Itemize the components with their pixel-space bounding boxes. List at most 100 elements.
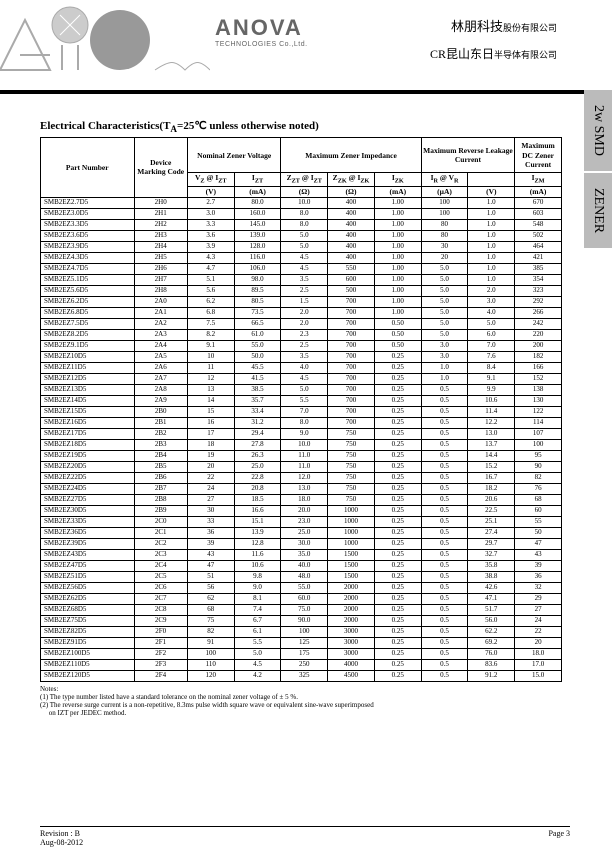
- cell-value: 1.00: [374, 197, 421, 208]
- cell-value: 15.2: [468, 461, 515, 472]
- cell-value: 11: [187, 362, 234, 373]
- cell-value: 266: [515, 307, 562, 318]
- cell-value: 4.5: [281, 263, 328, 274]
- cell-value: 25.0: [234, 461, 281, 472]
- cell-value: 75.0: [281, 604, 328, 615]
- table-row: SMB2EZ75D52C9756.790.020000.250.556.024: [41, 615, 562, 626]
- cell-value: 4000: [328, 659, 375, 670]
- table-row: SMB2EZ39D52C23912.830.010000.250.529.747: [41, 538, 562, 549]
- cell-value: 51: [187, 571, 234, 582]
- cell-value: 40.0: [281, 560, 328, 571]
- cell-value: 0.25: [374, 384, 421, 395]
- cell-value: 0.5: [421, 648, 468, 659]
- cell-value: 0.25: [374, 538, 421, 549]
- cell-value: 0.5: [421, 615, 468, 626]
- cell-value: 2B2: [134, 428, 187, 439]
- cell-value: 5.0: [421, 307, 468, 318]
- cell-value: 0.5: [421, 494, 468, 505]
- cell-value: 750: [328, 472, 375, 483]
- cell-value: 26.3: [234, 450, 281, 461]
- cell-part-number: SMB2EZ2.7D5: [41, 197, 135, 208]
- cell-value: 11.4: [468, 406, 515, 417]
- cell-value: 1.0: [468, 208, 515, 219]
- cell-value: 0.5: [421, 560, 468, 571]
- cell-value: 175: [281, 648, 328, 659]
- cn2-pre: CR: [430, 47, 446, 61]
- table-row: SMB2EZ20D52B52025.011.07500.250.515.290: [41, 461, 562, 472]
- cell-value: 400: [328, 197, 375, 208]
- col-izt: IZT: [234, 173, 281, 186]
- cell-value: 250: [281, 659, 328, 670]
- unit-ma2: (mA): [374, 186, 421, 197]
- note-1: (1) The type number listed have a standa…: [40, 693, 562, 701]
- cell-value: 4.0: [281, 362, 328, 373]
- table-row: SMB2EZ5.6D52H85.689.52.55001.005.02.0323: [41, 285, 562, 296]
- logo: ANOVA TECHNOLOGIES Co.,Ltd.: [215, 15, 308, 48]
- cell-value: 16.7: [468, 472, 515, 483]
- cell-value: 4.2: [234, 670, 281, 681]
- cell-part-number: SMB2EZ19D5: [41, 450, 135, 461]
- cell-value: 56: [187, 582, 234, 593]
- cell-value: 60.0: [281, 593, 328, 604]
- cell-value: 2C6: [134, 582, 187, 593]
- cell-value: 1000: [328, 527, 375, 538]
- cell-value: 0.25: [374, 505, 421, 516]
- cell-value: 56.0: [468, 615, 515, 626]
- cell-part-number: SMB2EZ33D5: [41, 516, 135, 527]
- cell-value: 600: [328, 274, 375, 285]
- cell-value: 32: [515, 582, 562, 593]
- cell-part-number: SMB2EZ75D5: [41, 615, 135, 626]
- cell-value: 0.5: [421, 604, 468, 615]
- col-part-number: Part Number: [41, 138, 135, 197]
- cell-value: 750: [328, 461, 375, 472]
- cell-part-number: SMB2EZ110D5: [41, 659, 135, 670]
- cell-value: 18.0: [281, 494, 328, 505]
- cell-value: 0.25: [374, 593, 421, 604]
- cell-value: 5.1: [187, 274, 234, 285]
- cell-value: 700: [328, 307, 375, 318]
- table-row: SMB2EZ110D52F31104.525040000.250.583.617…: [41, 659, 562, 670]
- cell-value: 700: [328, 318, 375, 329]
- unit-ua: (µA): [421, 186, 468, 197]
- cell-value: 1.0: [468, 252, 515, 263]
- cell-value: 0.25: [374, 395, 421, 406]
- cell-value: 1000: [328, 538, 375, 549]
- cell-value: 60: [515, 505, 562, 516]
- cell-value: 24: [515, 615, 562, 626]
- cell-value: 29: [515, 593, 562, 604]
- cell-value: 139.0: [234, 230, 281, 241]
- cell-value: 0.5: [421, 626, 468, 637]
- cell-value: 0.5: [421, 505, 468, 516]
- cell-value: 27: [187, 494, 234, 505]
- cell-part-number: SMB2EZ17D5: [41, 428, 135, 439]
- cell-value: 0.5: [421, 538, 468, 549]
- cell-part-number: SMB2EZ16D5: [41, 417, 135, 428]
- cell-value: 700: [328, 406, 375, 417]
- cell-value: 0.25: [374, 428, 421, 439]
- cell-value: 1.0: [468, 274, 515, 285]
- cell-value: 0.25: [374, 560, 421, 571]
- note-2a: (2) The reverse surge current is a non-r…: [40, 701, 562, 709]
- cell-value: 13: [187, 384, 234, 395]
- cell-value: 36: [515, 571, 562, 582]
- cell-part-number: SMB2EZ11D5: [41, 362, 135, 373]
- cell-value: 700: [328, 340, 375, 351]
- cell-value: 385: [515, 263, 562, 274]
- cell-value: 8.0: [281, 208, 328, 219]
- cell-value: 2B3: [134, 439, 187, 450]
- cell-value: 22: [187, 472, 234, 483]
- cell-value: 2.3: [281, 329, 328, 340]
- unit-v1: (V): [187, 186, 234, 197]
- cell-value: 91: [187, 637, 234, 648]
- cell-value: 750: [328, 494, 375, 505]
- table-row: SMB2EZ33D52C03315.123.010000.250.525.155: [41, 516, 562, 527]
- cell-value: 0.25: [374, 527, 421, 538]
- cell-value: 2H4: [134, 241, 187, 252]
- cell-value: 20: [421, 252, 468, 263]
- cell-value: 750: [328, 439, 375, 450]
- cell-value: 3.0: [187, 208, 234, 219]
- cell-value: 55.0: [281, 582, 328, 593]
- cell-part-number: SMB2EZ14D5: [41, 395, 135, 406]
- cell-value: 2H2: [134, 219, 187, 230]
- cell-value: 33.4: [234, 406, 281, 417]
